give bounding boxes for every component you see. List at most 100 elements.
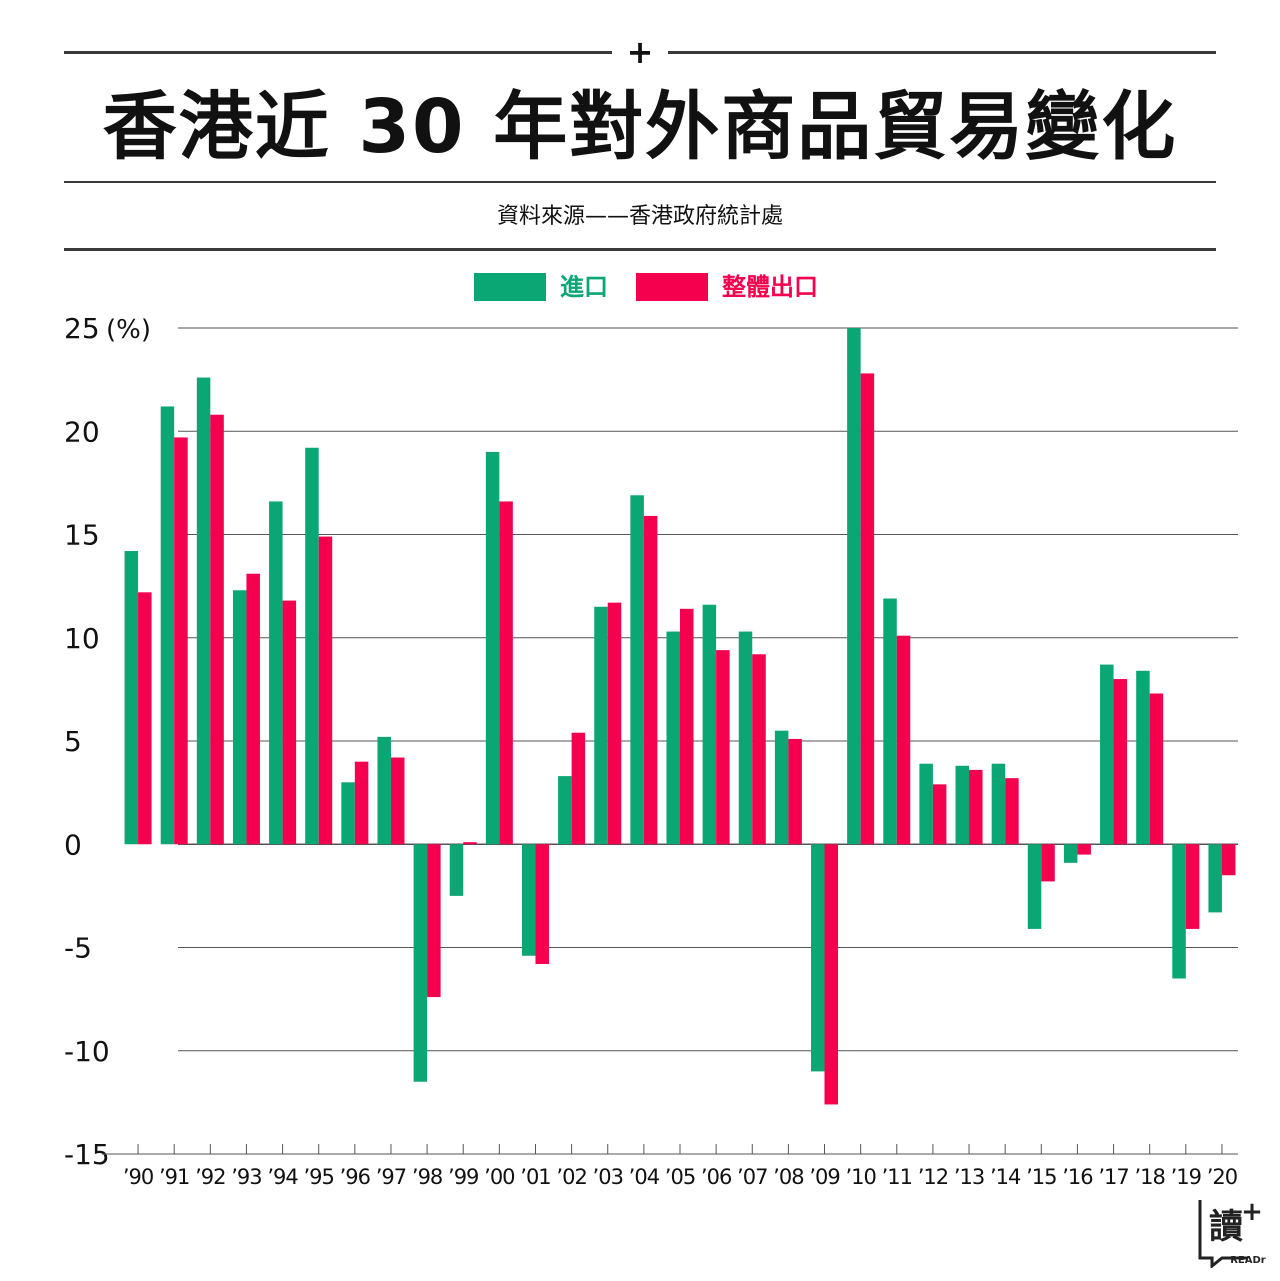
legend-swatch-imports [474, 273, 546, 301]
bar-imports [305, 447, 319, 845]
x-tick-label: ’04 [629, 1165, 660, 1189]
legend-label-imports: 進口 [560, 273, 608, 301]
legend-swatch-exports [636, 273, 708, 301]
x-tick-label: ’06 [701, 1165, 732, 1189]
bar-exports [174, 437, 188, 845]
bar-imports [702, 604, 717, 845]
bar-imports [883, 598, 897, 845]
bar-exports [138, 592, 152, 845]
bar-exports [969, 769, 983, 845]
bar-exports [427, 844, 441, 998]
bar-exports [932, 784, 947, 845]
x-tick-label: ’93 [231, 1165, 261, 1189]
x-tick-label: ’18 [1134, 1165, 1164, 1189]
header-rule-left [64, 51, 612, 54]
bar-exports [1113, 679, 1128, 845]
plus-mark: + [626, 33, 654, 71]
bar-imports [594, 606, 608, 845]
y-tick-label: -10 [64, 1035, 110, 1068]
bar-imports [160, 406, 175, 845]
logo-plus: + [1241, 1197, 1263, 1227]
bar-exports [571, 732, 586, 845]
x-tick-label: ’91 [159, 1165, 189, 1189]
x-tick-label: ’96 [340, 1165, 371, 1189]
bar-imports [269, 501, 283, 845]
x-tick-label: ’13 [954, 1165, 984, 1189]
bar-imports [1063, 844, 1078, 863]
x-tick-label: ’15 [1026, 1165, 1056, 1189]
bar-imports [630, 495, 644, 845]
x-tick-label: ’12 [918, 1165, 948, 1189]
bar-exports [1005, 778, 1019, 845]
x-tick-label: ’95 [304, 1165, 334, 1189]
bar-imports [1208, 844, 1222, 913]
bar-exports [643, 515, 658, 845]
bar-exports [896, 635, 911, 845]
logo-brand: READr [1230, 1255, 1266, 1266]
bar-exports [1077, 844, 1091, 855]
bar-exports [499, 501, 513, 845]
bar-imports [413, 844, 428, 1082]
y-tick-label: 5 [64, 725, 82, 758]
bar-exports [318, 536, 333, 845]
bar-imports [991, 763, 1006, 845]
bar-exports [1221, 844, 1236, 876]
bar-exports [1185, 844, 1200, 929]
bar-imports [1100, 664, 1114, 845]
x-tick-label: ’05 [665, 1165, 695, 1189]
bar-exports [246, 573, 260, 845]
legend-label-exports: 整體出口 [722, 273, 818, 301]
x-tick-label: ’09 [809, 1165, 839, 1189]
y-tick-label: 25 [64, 312, 100, 345]
x-tick-label: ’97 [376, 1165, 406, 1189]
y-tick-label: 15 [64, 519, 100, 552]
logo-glyph: 讀 [1209, 1207, 1243, 1247]
bar-exports [354, 761, 369, 845]
bar-imports [847, 328, 861, 845]
bar-imports [738, 631, 753, 845]
bar-imports [377, 736, 391, 845]
bar-exports [752, 654, 766, 845]
bar-exports [282, 600, 297, 845]
x-tick-label: ’14 [990, 1165, 1021, 1189]
x-tick-label: ’11 [882, 1165, 912, 1189]
bar-imports [955, 765, 970, 845]
title-divider [64, 181, 1216, 183]
x-tick-label: ’17 [1098, 1165, 1128, 1189]
data-source: 資料來源——香港政府統計處 [496, 204, 783, 229]
x-tick-label: ’02 [556, 1165, 586, 1189]
bar-exports [210, 414, 224, 845]
x-tick-label: ’07 [737, 1165, 767, 1189]
bar-imports [124, 551, 139, 845]
x-tick-label: ’19 [1171, 1165, 1201, 1189]
x-tick-label: ’92 [195, 1165, 225, 1189]
y-tick-label: 10 [64, 622, 100, 655]
x-tick-label: ’90 [123, 1165, 153, 1189]
y-axis-unit: (%) [106, 315, 151, 345]
bar-exports [824, 844, 839, 1105]
bar-imports [196, 377, 211, 845]
source-divider [64, 248, 1216, 251]
x-tick-label: ’98 [412, 1165, 442, 1189]
y-tick-label: -5 [64, 932, 92, 965]
bar-exports [716, 650, 730, 845]
x-tick-label: ’01 [520, 1165, 550, 1189]
x-tick-label: ’16 [1062, 1165, 1093, 1189]
bar-imports [811, 844, 825, 1072]
bar-imports [1172, 844, 1186, 979]
bar-imports [919, 763, 933, 845]
bar-exports [1149, 693, 1164, 845]
legend-item-imports: 進口 [474, 272, 608, 302]
bar-imports [485, 451, 500, 845]
header-rule-right [668, 51, 1216, 54]
x-tick-label: ’03 [593, 1165, 623, 1189]
x-tick-label: ’20 [1207, 1165, 1237, 1189]
bar-exports [680, 608, 694, 845]
bar-exports [1041, 844, 1055, 882]
y-tick-label: 0 [64, 828, 82, 861]
bar-imports [774, 730, 789, 845]
bar-imports [521, 844, 536, 956]
bar-imports [558, 776, 572, 845]
bar-exports [607, 602, 622, 845]
